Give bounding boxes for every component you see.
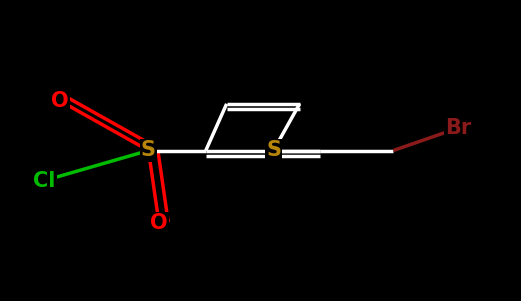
Text: Br: Br xyxy=(445,118,472,138)
Text: S: S xyxy=(266,141,281,160)
Text: Cl: Cl xyxy=(33,171,55,191)
Text: O: O xyxy=(51,91,69,111)
Text: S: S xyxy=(141,141,156,160)
Text: O: O xyxy=(150,213,168,233)
